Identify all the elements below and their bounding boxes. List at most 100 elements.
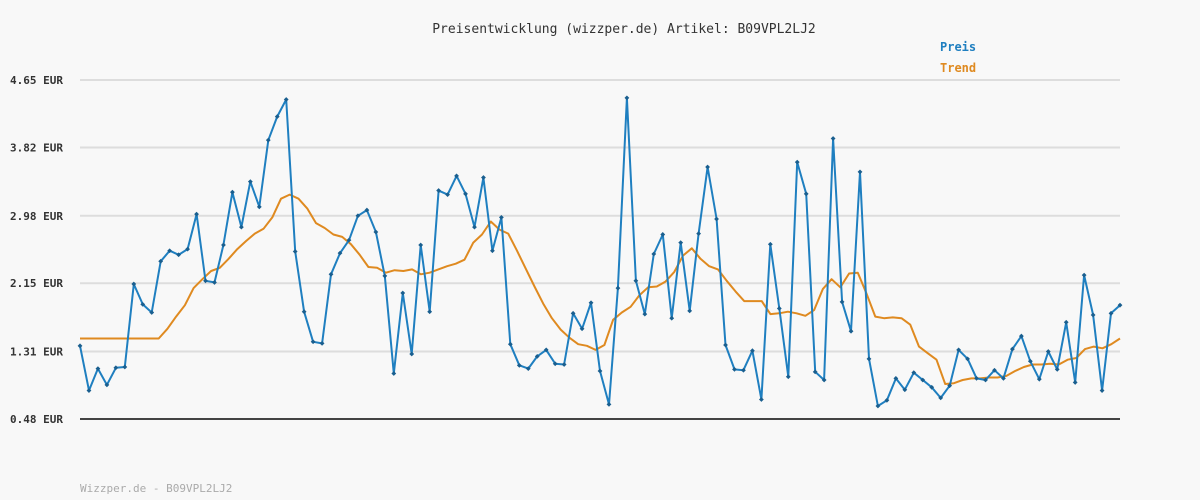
data-point-preis: [803, 191, 809, 197]
data-point-preis: [373, 229, 379, 235]
data-point-preis: [481, 175, 486, 180]
data-point-preis: [875, 403, 881, 409]
y-tick-label: 0.48 EUR: [10, 413, 63, 426]
y-axis-ticks: 4.65 EUR 3.82 EUR 2.98 EUR 2.15 EUR 1.31 EUR…: [10, 74, 63, 426]
data-point-preis: [283, 97, 289, 102]
data-point-preis: [498, 214, 504, 220]
data-point-preis: [140, 301, 146, 307]
data-point-preis: [1027, 358, 1033, 364]
data-point-preis: [624, 95, 630, 101]
data-point-preis: [113, 365, 119, 371]
data-point-preis: [95, 366, 101, 371]
data-point-preis: [830, 136, 836, 141]
data-point-preis: [642, 311, 648, 317]
data-point-preis: [750, 348, 755, 354]
data-point-preis: [301, 309, 307, 315]
data-point-preis: [606, 401, 612, 407]
data-point-preis: [785, 374, 791, 380]
data-point-preis: [1090, 312, 1096, 318]
data-point-preis: [579, 326, 585, 332]
data-point-preis: [418, 242, 424, 248]
data-point-preis: [696, 231, 702, 237]
data-point-preis: [1045, 349, 1051, 354]
data-point-preis: [346, 237, 352, 243]
data-point-preis: [741, 367, 746, 373]
data-point-preis: [77, 343, 83, 349]
series-layer: [77, 95, 1123, 409]
data-point-preis: [1108, 310, 1114, 316]
data-point-preis: [507, 341, 513, 347]
data-point-preis: [185, 246, 190, 252]
y-tick-label: 2.15 EUR: [10, 277, 63, 290]
data-point-preis: [355, 213, 361, 219]
legend-entry-trend: Trend: [940, 61, 976, 75]
data-point-preis: [382, 273, 388, 279]
data-point-preis: [974, 375, 979, 381]
data-point-preis: [588, 300, 594, 306]
data-point-preis: [651, 251, 657, 257]
data-point-preis: [472, 224, 477, 230]
data-point-preis: [274, 114, 280, 119]
data-point-preis: [463, 191, 468, 197]
data-point-preis: [436, 188, 442, 193]
data-point-preis: [400, 290, 406, 296]
data-point-preis: [409, 351, 415, 357]
y-tick-label: 4.65 EUR: [10, 74, 63, 87]
data-point-preis: [597, 368, 603, 374]
data-point-preis: [902, 387, 908, 393]
data-point-preis: [490, 248, 495, 254]
gridlines: [80, 79, 1120, 353]
data-point-preis: [983, 377, 988, 383]
data-point-preis: [230, 189, 235, 195]
data-point-preis: [516, 362, 522, 368]
data-point-preis: [929, 384, 935, 390]
data-point-preis: [238, 224, 244, 230]
data-point-preis: [767, 241, 773, 247]
data-point-preis: [158, 258, 164, 264]
data-point-preis: [337, 250, 343, 256]
data-point-preis: [310, 339, 316, 345]
data-point-preis: [328, 271, 334, 277]
data-point-preis: [1072, 380, 1078, 385]
data-point-preis: [534, 354, 540, 359]
data-point-preis: [687, 308, 693, 314]
data-point-preis: [705, 164, 710, 170]
data-point-preis: [1117, 302, 1123, 308]
data-point-preis: [714, 216, 719, 222]
data-point-preis: [821, 377, 827, 383]
data-point-preis: [167, 248, 173, 254]
data-point-preis: [1054, 367, 1060, 372]
data-point-preis: [669, 315, 675, 321]
data-point-preis: [149, 310, 155, 315]
data-point-preis: [122, 364, 128, 370]
data-point-preis: [633, 278, 639, 284]
data-point-preis: [445, 192, 450, 198]
data-point-preis: [1018, 333, 1024, 339]
data-point-preis: [848, 328, 854, 334]
data-point-preis: [839, 299, 845, 305]
data-point-preis: [893, 375, 899, 381]
data-point-preis: [256, 204, 262, 210]
data-point-preis: [615, 285, 621, 291]
data-point-preis: [570, 310, 576, 316]
data-point-preis: [911, 370, 917, 376]
data-point-preis: [794, 159, 800, 165]
data-point-preis: [866, 356, 872, 362]
data-point-preis: [776, 306, 782, 311]
data-point-preis: [1036, 376, 1042, 382]
data-point-preis: [364, 207, 370, 213]
series-line-trend: [80, 193, 1121, 385]
data-point-preis: [920, 377, 926, 383]
data-point-preis: [1063, 319, 1069, 325]
data-point-preis: [947, 383, 953, 389]
y-tick-label: 1.31 EUR: [10, 346, 63, 359]
y-tick-label: 3.82 EUR: [10, 141, 63, 154]
data-point-preis: [956, 347, 962, 353]
data-point-preis: [86, 388, 92, 393]
data-point-preis: [104, 382, 110, 388]
data-point-preis: [1001, 375, 1006, 381]
data-point-preis: [212, 280, 217, 285]
data-point-preis: [1010, 346, 1015, 352]
data-point-preis: [660, 232, 666, 237]
